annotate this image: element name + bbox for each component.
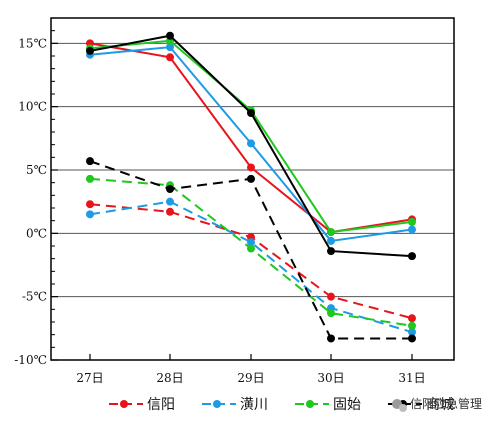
series-line: [89, 200, 413, 334]
legend-item: 潢川: [202, 397, 268, 413]
watermark: 信阳应急管理: [392, 396, 482, 412]
series-low-固始: [86, 174, 416, 330]
data-point: [408, 217, 416, 226]
series-low-潢川: [86, 197, 416, 337]
series-low-商城: [86, 157, 416, 343]
data-point: [166, 43, 174, 52]
data-point: [247, 244, 255, 253]
series-high-潢川: [86, 43, 416, 245]
y-tick-label: 10℃: [18, 100, 47, 114]
data-point: [327, 309, 335, 318]
series-high-信阳: [86, 39, 416, 237]
data-point: [166, 197, 174, 206]
data-point: [86, 157, 94, 166]
data-point: [166, 185, 174, 193]
legend-marker: [213, 400, 221, 408]
plot-frame: [50, 17, 455, 361]
series-high-固始: [86, 36, 416, 237]
legend-label: 信阳: [147, 397, 175, 413]
data-point: [408, 252, 416, 261]
series-low-信阳: [86, 200, 416, 323]
watermark-text: 信阳应急管理: [410, 396, 482, 411]
data-point: [247, 109, 255, 117]
data-point: [166, 207, 174, 216]
data-point: [247, 139, 255, 148]
data-point: [408, 314, 416, 323]
series-lines: [86, 31, 416, 343]
x-axis: 27日 28日 29日 30日 31日: [76, 354, 426, 385]
x-tick-label: 31日: [398, 371, 425, 385]
y-axis: 15℃ 10℃ 5℃ 0℃ -5℃ -10℃: [14, 17, 58, 367]
data-point: [327, 247, 335, 256]
data-point: [86, 174, 94, 183]
series-line: [89, 203, 413, 320]
legend-label: 固始: [333, 397, 361, 413]
data-point: [247, 238, 255, 247]
legend-marker: [120, 400, 128, 408]
data-point: [86, 210, 94, 219]
data-point: [166, 53, 174, 62]
y-tick-label: 15℃: [18, 36, 47, 50]
x-tick-label: 28日: [156, 371, 183, 385]
legend-label: 潢川: [240, 397, 268, 413]
legend-marker: [306, 400, 314, 408]
data-point: [408, 225, 416, 234]
legend-item: 固始: [295, 397, 361, 413]
series-line: [89, 42, 413, 234]
x-tick-label: 29日: [237, 371, 264, 385]
data-point: [408, 321, 416, 330]
y-tick-label: 0℃: [26, 226, 47, 240]
y-tick-label: -10℃: [14, 353, 47, 367]
series-line: [89, 39, 413, 234]
x-tick-label: 27日: [76, 371, 103, 385]
data-point: [408, 334, 416, 343]
data-point: [247, 163, 255, 172]
y-tick-label: 5℃: [26, 163, 47, 177]
legend: 信阳 潢川 固始 商城: [109, 397, 454, 413]
data-point: [327, 228, 335, 237]
data-point: [166, 31, 174, 40]
data-point: [86, 46, 94, 55]
wechat-icon: [392, 399, 407, 412]
legend-item: 信阳: [109, 397, 175, 413]
legend-label: 商城: [426, 397, 454, 413]
data-point: [86, 200, 94, 209]
data-point: [247, 174, 255, 183]
x-tick-label: 30日: [317, 371, 344, 385]
data-point: [408, 328, 416, 337]
data-point: [327, 236, 335, 245]
data-point: [327, 292, 335, 301]
series-high-商城: [86, 31, 416, 261]
data-point: [327, 334, 335, 343]
y-tick-label: -5℃: [22, 290, 47, 304]
